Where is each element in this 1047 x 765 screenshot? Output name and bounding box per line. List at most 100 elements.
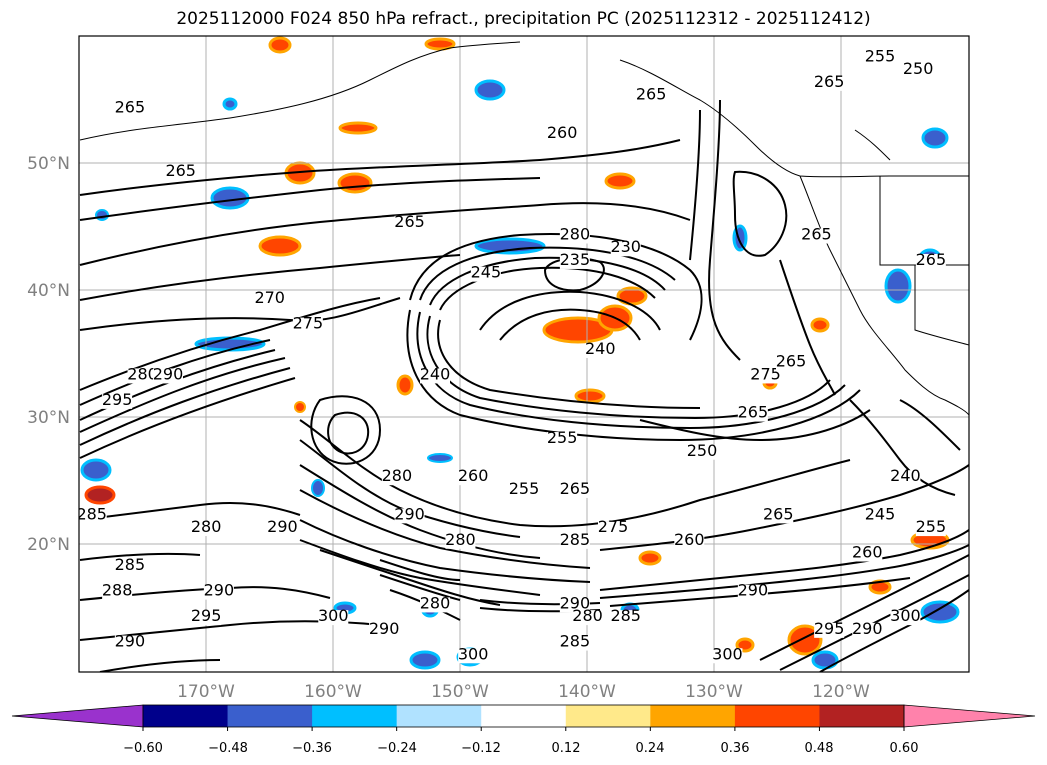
contour-label-bg: [127, 368, 158, 384]
contour-label: 240: [420, 364, 451, 383]
contour-label-bg: [292, 317, 323, 333]
contour-label-bg: [776, 355, 806, 371]
contour-label-bg: [915, 253, 946, 269]
colorbar-tick: −0.60: [123, 741, 163, 756]
colorbar-tick: 0.60: [890, 741, 919, 756]
page-title: 2025112000 F024 850 hPa refract., precip…: [176, 9, 871, 29]
colorbar-segment: [650, 705, 736, 727]
contour-label: 275: [293, 314, 324, 333]
colorbar-segment: [819, 705, 905, 727]
colorbar-segment: [481, 705, 567, 727]
contour-label-bg: [445, 533, 476, 549]
contour-label: 275: [750, 364, 781, 383]
contour-label-bg: [598, 521, 628, 537]
colorbar-tick: −0.36: [292, 741, 332, 756]
contour-label-bg: [165, 164, 196, 180]
colorbar-frame: [142, 704, 905, 728]
contour-label-bg: [559, 253, 590, 269]
contour-label-bg: [585, 343, 616, 358]
colorbar-tick: 0.12: [552, 741, 581, 756]
contour-label-bg: [102, 584, 133, 600]
colorbar-tick: −0.12: [461, 741, 501, 756]
colorbar-segment: [565, 705, 651, 727]
contour-label-bg: [814, 75, 845, 91]
contour-label-bg: [547, 126, 578, 142]
contour-label-bg: [572, 610, 603, 626]
contour-label: 260: [458, 466, 489, 485]
contour-label-bg: [559, 597, 590, 613]
contour-label: 285: [560, 530, 591, 549]
contour-label-bg: [153, 368, 183, 384]
longitude-labels: 170°W 160°W 150°W 140°W 130°W 120°W: [177, 682, 870, 702]
contour-label-bg: [470, 266, 501, 282]
contour-label: 285: [610, 606, 641, 625]
lon-label-150w: 150°W: [431, 682, 489, 702]
contour-label: 260: [674, 530, 705, 549]
contour-label: 240: [585, 339, 616, 358]
contour-label: 255: [547, 428, 578, 447]
contour-label: 265: [394, 212, 425, 231]
contour-label: 290: [115, 632, 146, 651]
coastlines: [79, 41, 969, 416]
contour-label: 250: [903, 59, 934, 78]
contour-label: 300: [890, 606, 921, 625]
contour-label: 295: [191, 606, 222, 625]
contour-label-bg: [712, 648, 743, 664]
lon-label-140w: 140°W: [558, 682, 616, 702]
contour-label-bg: [254, 292, 285, 308]
contour-label-bg: [915, 521, 946, 537]
colorbar-tick: −0.48: [208, 741, 248, 756]
contour-label-bg: [890, 470, 921, 486]
contour-label: 265: [916, 250, 947, 269]
contour-label: 290: [153, 364, 184, 383]
contour-label-bg: [458, 470, 489, 486]
colorbar-segment: [143, 705, 229, 727]
contour-label-bg: [318, 610, 349, 626]
contour-label-bg: [890, 610, 921, 626]
contour-label-bg: [394, 215, 425, 231]
contour-label: 265: [636, 85, 667, 104]
colorbar: [11, 704, 1036, 731]
contour-label: 270: [254, 288, 285, 307]
contour-label: 280: [127, 364, 158, 383]
contour-label: 288: [102, 581, 133, 600]
contour-label: 265: [738, 403, 769, 422]
colorbar-segment: [734, 705, 820, 727]
colorbar-tick: 0.36: [721, 741, 750, 756]
contour-label-bg: [610, 610, 641, 626]
contour-label-bg: [852, 546, 883, 562]
contour-label-bg: [737, 584, 768, 600]
contour-label-bg: [114, 101, 145, 117]
contour-label: 240: [890, 466, 921, 485]
contour-label: 250: [687, 441, 718, 460]
gridlines: [79, 36, 969, 672]
contour-label: 260: [547, 123, 578, 142]
colorbar-tick: −0.24: [377, 741, 417, 756]
contour-label: 290: [369, 619, 400, 638]
contour-label-bg: [865, 50, 895, 66]
contour-label-bg: [458, 648, 489, 664]
contour-label-bg: [509, 482, 539, 498]
contour-label: 255: [916, 517, 947, 536]
contour-label-bg: [801, 228, 832, 244]
contour-label: 295: [814, 619, 845, 638]
lat-label-50: 50°N: [27, 154, 70, 174]
colorbar-tick: 0.24: [636, 741, 665, 756]
contour-label: 280: [560, 225, 591, 244]
contour-label-bg: [687, 444, 717, 460]
contour-label-bg: [750, 368, 781, 384]
contour-label-bg: [903, 63, 934, 79]
latitude-labels: 50°N 40°N 30°N 20°N: [27, 154, 70, 555]
contour-label-bg: [381, 470, 412, 486]
contour-label: 255: [509, 479, 540, 498]
map-frame: [78, 35, 970, 673]
contour-label-bg: [737, 406, 768, 422]
contour-label-bg: [420, 597, 450, 613]
contour-label: 290: [267, 517, 298, 536]
contour-label: 265: [115, 97, 146, 116]
contour-label: 265: [776, 352, 807, 371]
contour-label-bg: [114, 635, 145, 651]
contour-label: 300: [458, 644, 489, 663]
contour-label: 285: [560, 632, 591, 651]
